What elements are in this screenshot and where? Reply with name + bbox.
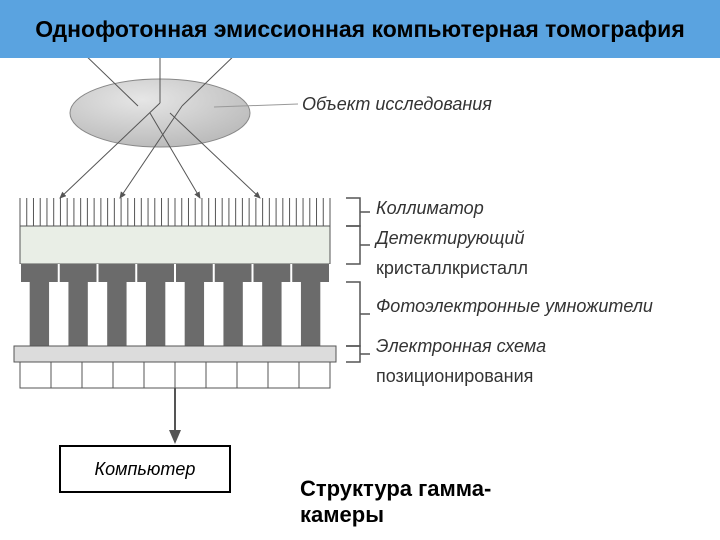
caption: Структура гамма-камеры xyxy=(300,476,560,528)
diagram-area: Компьютер Объект исследования Коллиматор… xyxy=(0,58,720,540)
label-positioning: позиционирования xyxy=(376,366,533,387)
label-pmt: Фотоэлектронные умножители xyxy=(376,296,653,317)
page-title: Однофотонная эмиссионная компьютерная то… xyxy=(0,0,720,58)
label-detector: Детектирующий xyxy=(376,228,524,249)
caption-text: Структура гамма-камеры xyxy=(300,476,491,527)
label-electronics: Электронная схема xyxy=(376,336,546,357)
label-object: Объект исследования xyxy=(302,94,492,115)
page-title-text: Однофотонная эмиссионная компьютерная то… xyxy=(35,16,685,42)
svg-text:Компьютер: Компьютер xyxy=(95,459,196,479)
label-collimator: Коллиматор xyxy=(376,198,484,219)
label-crystal: кристаллкристалл xyxy=(376,258,528,279)
